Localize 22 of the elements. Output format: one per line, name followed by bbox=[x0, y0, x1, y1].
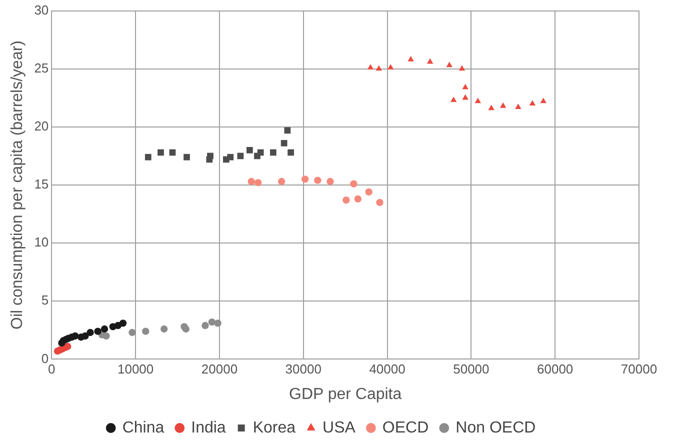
legend-label: China bbox=[122, 419, 164, 436]
x-tick-label: 40000 bbox=[369, 362, 406, 377]
y-tick-label: 20 bbox=[34, 118, 49, 134]
x-tick-label: 10000 bbox=[117, 362, 154, 377]
x-tick-label: 50000 bbox=[453, 362, 490, 377]
x-axis-title: GDP per Capita bbox=[289, 386, 402, 403]
x-tick-label: 60000 bbox=[537, 362, 574, 377]
y-axis-title: Oil consumption per capita (barrels/year) bbox=[9, 40, 26, 330]
x-tick-label: 70000 bbox=[620, 362, 658, 377]
x-tick-label: 20000 bbox=[201, 362, 238, 377]
legend-label: Non OECD bbox=[456, 419, 536, 436]
y-tick-label: 10 bbox=[34, 234, 49, 250]
x-tick-label: 30000 bbox=[285, 362, 322, 377]
y-tick-label: 25 bbox=[34, 60, 49, 76]
legend-label: USA bbox=[322, 419, 356, 436]
y-tick-label: 30 bbox=[34, 2, 49, 18]
legend-label: OECD bbox=[382, 419, 429, 436]
y-tick-label: 5 bbox=[41, 292, 49, 308]
y-tick-label: 15 bbox=[34, 176, 49, 192]
y-tick-label: 0 bbox=[41, 350, 49, 366]
legend-label: India bbox=[191, 419, 226, 436]
legend-label: Korea bbox=[252, 419, 296, 436]
